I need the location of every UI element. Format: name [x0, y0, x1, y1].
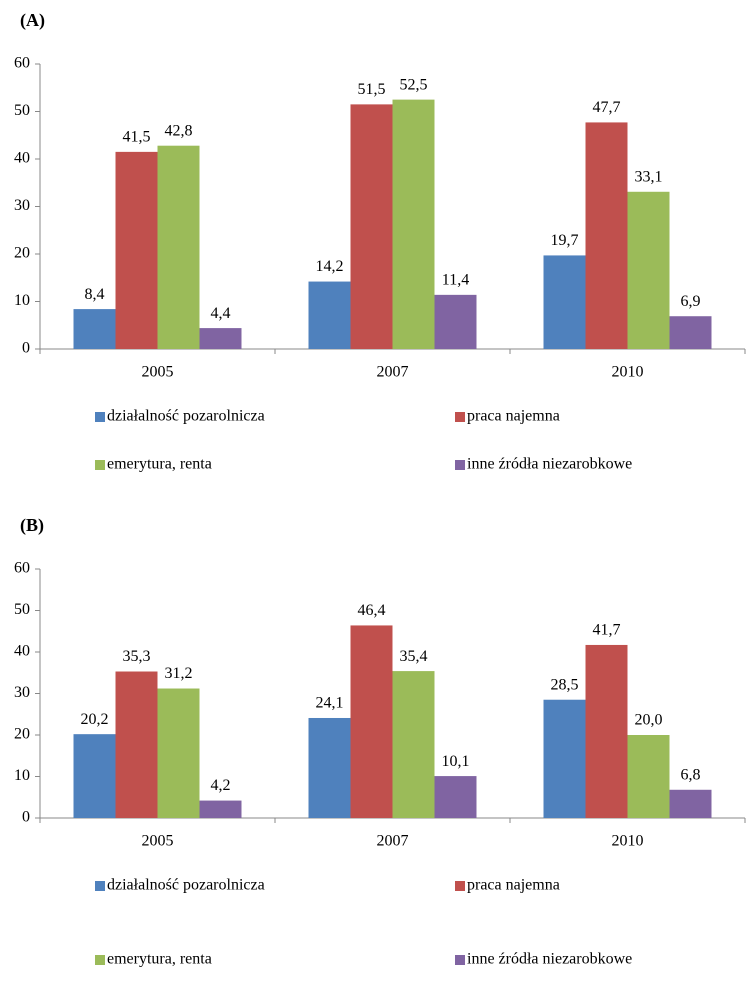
bar: [308, 717, 351, 818]
legend-swatch: [95, 955, 105, 965]
bar: [627, 735, 670, 818]
bar: [669, 789, 712, 818]
value-label: 4,2: [211, 777, 231, 794]
legend-label: praca najemna: [467, 408, 560, 425]
value-label: 46,4: [358, 602, 386, 619]
y-tick-label: 20: [14, 245, 30, 262]
value-label: 6,8: [681, 766, 701, 783]
value-label: 20,0: [635, 712, 663, 729]
bar: [434, 776, 477, 818]
legend-swatch: [95, 460, 105, 470]
y-tick-label: 0: [22, 809, 30, 826]
legend-label: inne źródła niezarobkowe: [467, 951, 632, 968]
bar: [543, 699, 586, 818]
legend-label: emerytura, renta: [107, 951, 212, 968]
value-label: 52,5: [400, 76, 428, 93]
value-label: 28,5: [551, 676, 579, 693]
y-tick-label: 20: [14, 726, 30, 743]
bar: [392, 99, 435, 349]
bar: [199, 800, 242, 818]
bar: [627, 191, 670, 349]
value-label: 47,7: [593, 99, 621, 116]
value-label: 8,4: [85, 286, 105, 303]
legend-label: działalność pozarolnicza: [107, 408, 265, 425]
chart-title: (A): [20, 10, 45, 31]
bar: [308, 281, 351, 349]
bar: [669, 316, 712, 349]
value-label: 35,3: [123, 648, 151, 665]
y-tick-label: 30: [14, 684, 30, 701]
y-tick-label: 10: [14, 292, 30, 309]
value-label: 10,1: [442, 753, 470, 770]
value-label: 51,5: [358, 81, 386, 98]
y-tick-label: 0: [22, 340, 30, 357]
bar: [392, 671, 435, 818]
x-tick-label: 2010: [612, 833, 644, 850]
x-tick-label: 2005: [142, 364, 174, 381]
value-label: 14,2: [316, 258, 344, 275]
value-label: 33,1: [635, 168, 663, 185]
bar: [585, 122, 628, 349]
value-label: 4,4: [211, 305, 231, 322]
y-tick-label: 10: [14, 767, 30, 784]
legend-label: praca najemna: [467, 877, 560, 894]
y-tick-label: 60: [14, 560, 30, 577]
bar: [157, 688, 200, 818]
y-tick-label: 50: [14, 601, 30, 618]
y-tick-label: 30: [14, 197, 30, 214]
x-tick-label: 2007: [377, 833, 409, 850]
chart-title: (B): [20, 515, 44, 536]
bar: [115, 151, 158, 349]
value-label: 11,4: [442, 272, 469, 289]
value-label: 41,7: [593, 622, 621, 639]
bar: [115, 671, 158, 818]
legend-label: inne źródła niezarobkowe: [467, 456, 632, 473]
bar: [585, 644, 628, 818]
bar: [350, 625, 393, 818]
value-label: 20,2: [81, 711, 109, 728]
value-label: 19,7: [551, 232, 579, 249]
legend-swatch: [455, 412, 465, 422]
y-tick-label: 50: [14, 102, 30, 119]
bar: [350, 104, 393, 349]
legend-swatch: [455, 955, 465, 965]
legend-label: działalność pozarolnicza: [107, 877, 265, 894]
value-label: 24,1: [316, 695, 344, 712]
x-tick-label: 2005: [142, 833, 174, 850]
y-tick-label: 40: [14, 150, 30, 167]
legend-swatch: [95, 412, 105, 422]
x-tick-label: 2007: [377, 364, 409, 381]
value-label: 42,8: [165, 122, 193, 139]
bar: [434, 294, 477, 349]
value-label: 35,4: [400, 648, 428, 665]
legend-label: emerytura, renta: [107, 456, 212, 473]
bar: [157, 145, 200, 349]
legend-swatch: [95, 881, 105, 891]
legend-swatch: [455, 460, 465, 470]
y-tick-label: 60: [14, 55, 30, 72]
bar: [73, 734, 116, 818]
x-tick-label: 2010: [612, 364, 644, 381]
value-label: 31,2: [165, 665, 193, 682]
bar: [73, 309, 116, 349]
bar: [199, 328, 242, 349]
bar: [543, 255, 586, 349]
value-label: 6,9: [681, 293, 701, 310]
value-label: 41,5: [123, 129, 151, 146]
legend-swatch: [455, 881, 465, 891]
y-tick-label: 40: [14, 643, 30, 660]
